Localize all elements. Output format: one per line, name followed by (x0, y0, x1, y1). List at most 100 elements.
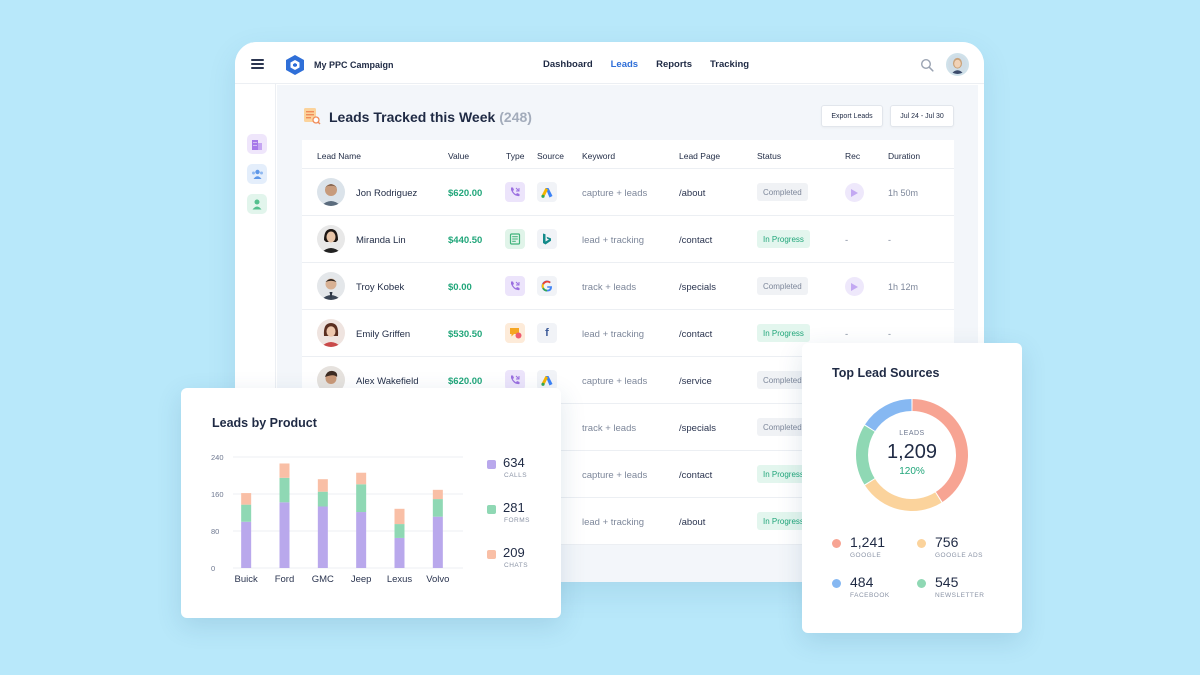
bar-segment-chats[interactable] (432, 489, 443, 500)
col-lead-name[interactable]: Lead Name (317, 151, 361, 161)
bar-segment-forms[interactable] (279, 477, 290, 503)
lead-avatar (317, 178, 345, 206)
export-leads-button[interactable]: Export Leads (821, 105, 883, 127)
lead-page[interactable]: /contact (679, 470, 713, 481)
donut-center-value: 1,209 (886, 441, 938, 463)
x-tick-label: Ford (275, 574, 295, 585)
bar-segment-calls[interactable] (356, 512, 367, 568)
sidebar-item-team[interactable] (247, 164, 267, 184)
nav-reports[interactable]: Reports (656, 59, 692, 70)
lead-duration: 1h 12m (888, 282, 919, 292)
source-newsletter-label: NEWSLETTER (935, 592, 985, 599)
top-lead-sources-title: Top Lead Sources (832, 366, 940, 380)
rec-empty: - (845, 329, 849, 340)
x-tick-label: GMC (312, 574, 334, 585)
lead-name[interactable]: Troy Kobek (356, 282, 405, 293)
rec-empty: - (845, 235, 849, 246)
col-rec[interactable]: Rec (845, 151, 861, 161)
table-row[interactable]: Troy Kobek $0.00 track + leads /specials… (302, 263, 954, 310)
table-row[interactable]: capture + leads /contact In Progress (302, 451, 954, 498)
lead-page[interactable]: /specials (679, 282, 716, 293)
sidebar-item-profile[interactable] (247, 194, 267, 214)
table-row[interactable]: Jon Rodriguez $620.00 capture + leads /a… (302, 169, 954, 216)
bar-segment-forms[interactable] (241, 504, 252, 522)
status-badge: Completed (757, 371, 808, 389)
table-row[interactable]: Emily Griffen $530.50 f lead + tracking … (302, 310, 954, 357)
table-row[interactable]: Miranda Lin $440.50 lead + tracking /con… (302, 216, 954, 263)
lead-name[interactable]: Jon Rodriguez (356, 188, 418, 199)
lead-name[interactable]: Emily Griffen (356, 329, 411, 340)
bar-segment-chats[interactable] (241, 493, 252, 505)
bar-segment-forms[interactable] (317, 491, 328, 507)
source-newsletter-swatch (917, 579, 926, 588)
col-duration[interactable]: Duration (888, 151, 921, 161)
nav-leads[interactable]: Leads (610, 59, 639, 70)
col-source[interactable]: Source (537, 151, 564, 161)
lead-page[interactable]: /specials (679, 423, 716, 434)
y-tick-label: 160 (211, 490, 224, 499)
nav-tracking[interactable]: Tracking (710, 59, 750, 70)
legend-forms-label: FORMS (504, 517, 530, 524)
app-window: My PPC Campaign Dashboard Leads Reports … (235, 42, 984, 582)
lead-name[interactable]: Miranda Lin (356, 235, 406, 246)
donut-slice-facebook[interactable] (865, 399, 912, 432)
table-header: Lead Name Value Type Source Keyword Lead… (302, 140, 954, 169)
col-lead-page[interactable]: Lead Page (679, 151, 721, 161)
bar-segment-calls[interactable] (317, 506, 328, 568)
bar-segment-chats[interactable] (279, 463, 290, 478)
app-logo-icon[interactable] (286, 55, 304, 75)
status-badge: Completed (757, 418, 808, 436)
lead-page[interactable]: /contact (679, 235, 713, 246)
lead-page[interactable]: /service (679, 376, 712, 387)
call-type-icon (505, 182, 525, 202)
sidebar-item-accounts[interactable] (247, 134, 267, 154)
bar-segment-calls[interactable] (432, 516, 443, 568)
legend-calls-label: CALLS (504, 472, 528, 479)
user-avatar[interactable] (946, 53, 969, 76)
bar-segment-forms[interactable] (394, 524, 405, 538)
lead-value: $620.00 (448, 188, 483, 199)
lead-page[interactable]: /about (679, 517, 706, 528)
bar-segment-calls[interactable] (279, 502, 290, 568)
lead-avatar (317, 272, 345, 300)
lead-duration: - (888, 329, 891, 339)
bar-segment-chats[interactable] (394, 508, 405, 525)
donut-slice-google[interactable] (912, 399, 968, 503)
bar-segment-calls[interactable] (241, 521, 252, 568)
nav-dashboard[interactable]: Dashboard (543, 59, 593, 70)
lead-count: (248) (499, 109, 532, 125)
hamburger-menu-icon[interactable] (251, 59, 264, 69)
lead-value: $620.00 (448, 376, 483, 387)
lead-keyword: lead + tracking (582, 517, 645, 528)
col-keyword[interactable]: Keyword (582, 151, 616, 161)
bar-segment-chats[interactable] (356, 472, 367, 485)
play-recording-button[interactable] (845, 183, 864, 202)
play-recording-button[interactable] (845, 277, 864, 296)
bing-icon (537, 229, 557, 249)
col-type[interactable]: Type (506, 151, 525, 161)
y-tick-label: 240 (211, 453, 224, 462)
lead-name[interactable]: Alex Wakefield (356, 376, 419, 387)
table-row[interactable]: track + leads /specials Completed (302, 404, 954, 451)
table-row[interactable]: Alex Wakefield $620.00 capture + leads /… (302, 357, 954, 404)
source-google-ads-label: GOOGLE ADS (935, 552, 983, 559)
bar-segment-forms[interactable] (356, 484, 367, 513)
donut-slice-newsletter[interactable] (856, 425, 875, 485)
col-value[interactable]: Value (448, 151, 470, 161)
play-icon (851, 188, 858, 197)
status-badge: Completed (757, 277, 808, 295)
donut-slice-google-ads[interactable] (865, 478, 942, 511)
leads-by-product-title: Leads by Product (212, 416, 317, 430)
lead-page[interactable]: /contact (679, 329, 713, 340)
bar-segment-chats[interactable] (317, 479, 328, 492)
bar-segment-forms[interactable] (432, 499, 443, 517)
date-range-button[interactable]: Jul 24 - Jul 30 (890, 105, 954, 127)
bar-segment-calls[interactable] (394, 537, 405, 568)
status-badge: In Progress (757, 230, 810, 248)
facebook-icon: f (537, 323, 557, 343)
table-row[interactable]: lead + tracking /about In Progress (302, 498, 954, 545)
main-nav: Dashboard Leads Reports Tracking (543, 59, 749, 70)
search-icon[interactable] (920, 58, 934, 72)
col-status[interactable]: Status (757, 151, 782, 161)
lead-page[interactable]: /about (679, 188, 706, 199)
